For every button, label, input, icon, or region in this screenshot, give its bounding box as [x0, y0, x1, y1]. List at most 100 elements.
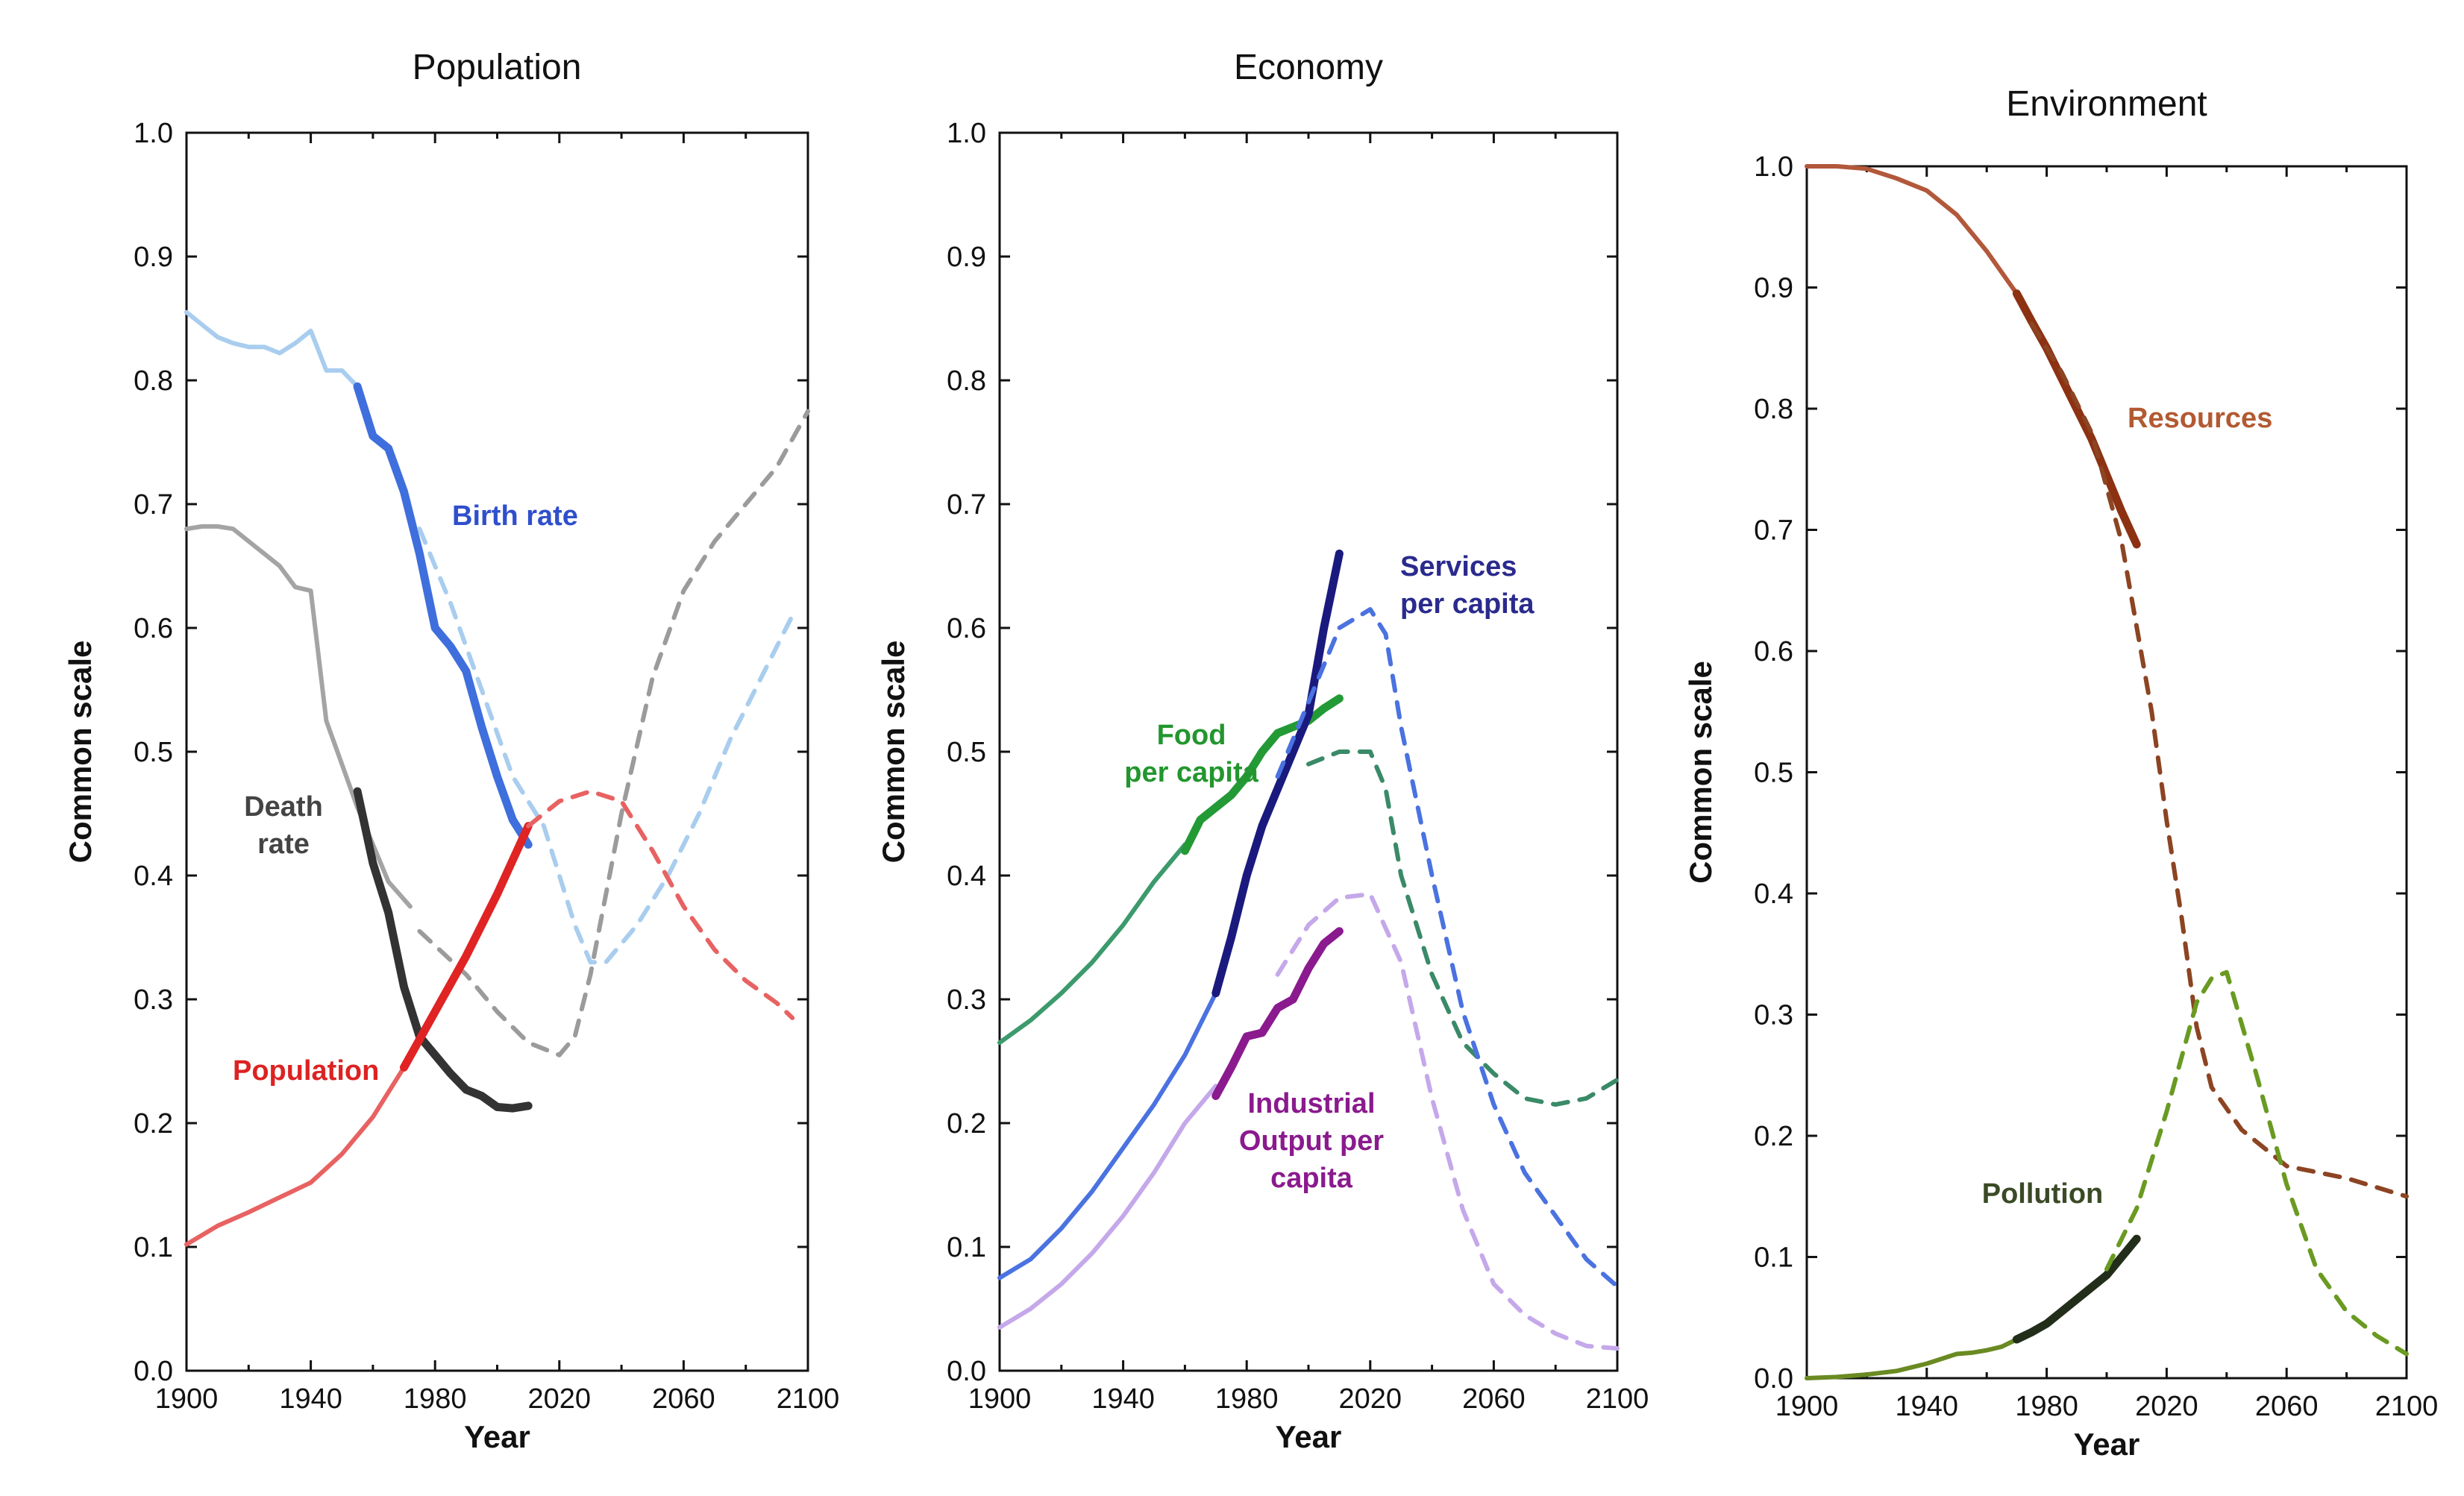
x-axis-label: Year — [2074, 1427, 2140, 1462]
y-tick-label: 0.4 — [947, 861, 986, 892]
y-tick-label: 0.7 — [134, 489, 173, 521]
x-tick-label: 1940 — [1896, 1391, 1959, 1422]
y-tick-label: 0.9 — [947, 242, 986, 273]
x-tick-label: 2020 — [1339, 1383, 1402, 1415]
y-tick-label: 1.0 — [134, 118, 173, 149]
series-line — [1180, 694, 1344, 855]
x-tick-label: 1900 — [1775, 1391, 1839, 1422]
x-axis-label: Year — [1276, 1419, 1342, 1454]
x-tick-label: 2060 — [1462, 1383, 1526, 1415]
series-line — [997, 990, 1218, 1280]
y-tick-label: 0.0 — [134, 1356, 173, 1387]
x-tick-label: 2020 — [2135, 1391, 2198, 1422]
x-axis-label: Year — [464, 1419, 530, 1454]
annotation-line: Industrial — [1247, 1088, 1375, 1119]
panel-environment: Environment 1900 1940 1980 2020 2060 2100 0.0 0.… — [1683, 84, 2438, 1462]
x-tick-label: 1900 — [155, 1383, 219, 1415]
series-line — [1275, 607, 1620, 1289]
y-tick-label: 0.6 — [1754, 636, 1793, 667]
series-line — [997, 1084, 1218, 1330]
x-tick-label: 2100 — [1586, 1383, 1649, 1415]
y-tick-label: 1.0 — [1754, 151, 1793, 183]
series-annotation: Population — [233, 1055, 379, 1087]
panel-economy: Economy 1900 1940 1980 2020 2060 2100 0.0 0.1 0.2… — [876, 48, 1649, 1454]
y-tick-label: 0.8 — [947, 365, 986, 397]
panel-population: Population 1900 1940 1980 2020 2060 2100 0.0 0.1… — [63, 48, 839, 1454]
annotation-line: rate — [257, 829, 310, 860]
series-line — [526, 789, 795, 1020]
y-tick-label: 0.1 — [947, 1232, 986, 1263]
y-tick-label: 0.0 — [947, 1356, 986, 1387]
series-annotation: Pollution — [1982, 1178, 2104, 1210]
annotation-line: Death — [244, 791, 323, 823]
series-annotation: Resources — [2128, 403, 2272, 434]
series-line — [2012, 1234, 2141, 1344]
y-tick-label: 0.0 — [1754, 1363, 1793, 1395]
y-axis-label: Common scale — [876, 641, 911, 864]
series-line — [2104, 969, 2409, 1357]
annotation-line: Birth rate — [452, 500, 578, 532]
annotation-line: capita — [1270, 1163, 1353, 1194]
y-tick-label: 0.9 — [1754, 273, 1793, 304]
chart-title: Population — [413, 48, 582, 87]
series-line — [400, 822, 533, 1072]
y-axis-label: Common scale — [1683, 661, 1718, 884]
y-tick-label: 0.3 — [134, 984, 173, 1016]
y-tick-label: 0.2 — [134, 1108, 173, 1140]
y-tick-label: 0.6 — [134, 613, 173, 644]
x-tick-label: 2060 — [2255, 1391, 2319, 1422]
annotation-line: Pollution — [1982, 1178, 2104, 1210]
y-tick-label: 0.6 — [947, 613, 986, 644]
y-tick-label: 0.2 — [947, 1108, 986, 1140]
x-tick-label: 1980 — [1215, 1383, 1279, 1415]
annotation-line: Output per — [1239, 1125, 1384, 1157]
annotation-line: Population — [233, 1055, 379, 1087]
annotation-line: Food — [1157, 720, 1226, 751]
x-tick-label: 2060 — [652, 1383, 715, 1415]
x-tick-label: 1940 — [279, 1383, 342, 1415]
chart-title: Economy — [1234, 48, 1383, 87]
series-annotation: Food per capita — [1124, 720, 1258, 788]
y-tick-label: 0.8 — [134, 365, 173, 397]
y-tick-label: 0.8 — [1754, 394, 1793, 425]
series-line — [1805, 164, 2019, 296]
y-tick-label: 0.5 — [134, 737, 173, 768]
y-tick-label: 0.3 — [1754, 1000, 1793, 1031]
y-axis-label: Common scale — [63, 641, 98, 864]
series-line — [1306, 749, 1620, 1107]
series-line — [1211, 927, 1344, 1100]
series-line — [417, 409, 810, 1057]
plot-frame — [185, 131, 809, 1372]
series-line — [353, 787, 533, 1113]
series-annotation: Death rate — [244, 791, 323, 860]
x-tick-label: 1980 — [2015, 1391, 2078, 1422]
series-annotation: Birth rate — [452, 500, 578, 532]
plot-frame — [1805, 165, 2408, 1380]
x-tick-label: 2020 — [528, 1383, 592, 1415]
series-line — [1805, 1337, 2019, 1380]
annotation-line: Resources — [2128, 403, 2272, 434]
x-tick-label: 1980 — [404, 1383, 467, 1415]
series-line — [2029, 321, 2409, 1199]
y-tick-label: 0.1 — [1754, 1242, 1793, 1274]
x-tick-label: 1940 — [1091, 1383, 1155, 1415]
y-tick-label: 0.5 — [947, 737, 986, 768]
y-tick-label: 0.7 — [947, 489, 986, 521]
y-tick-label: 0.2 — [1754, 1121, 1793, 1152]
y-tick-label: 0.3 — [947, 984, 986, 1016]
series-line — [353, 382, 533, 849]
series-annotation: Services per capita — [1400, 551, 1534, 620]
y-tick-label: 0.7 — [1754, 515, 1793, 547]
y-tick-label: 0.5 — [1754, 758, 1793, 789]
y-tick-label: 0.1 — [134, 1232, 173, 1263]
annotation-line: Services — [1400, 551, 1517, 582]
series-line — [184, 1065, 407, 1247]
series-line — [417, 527, 795, 965]
y-tick-label: 1.0 — [947, 118, 986, 149]
series-annotation: Industrial Output per capita — [1239, 1088, 1384, 1194]
series-line — [1275, 891, 1620, 1351]
x-tick-label: 1900 — [968, 1383, 1032, 1415]
x-tick-label: 2100 — [2375, 1391, 2439, 1422]
x-tick-label: 2100 — [777, 1383, 840, 1415]
